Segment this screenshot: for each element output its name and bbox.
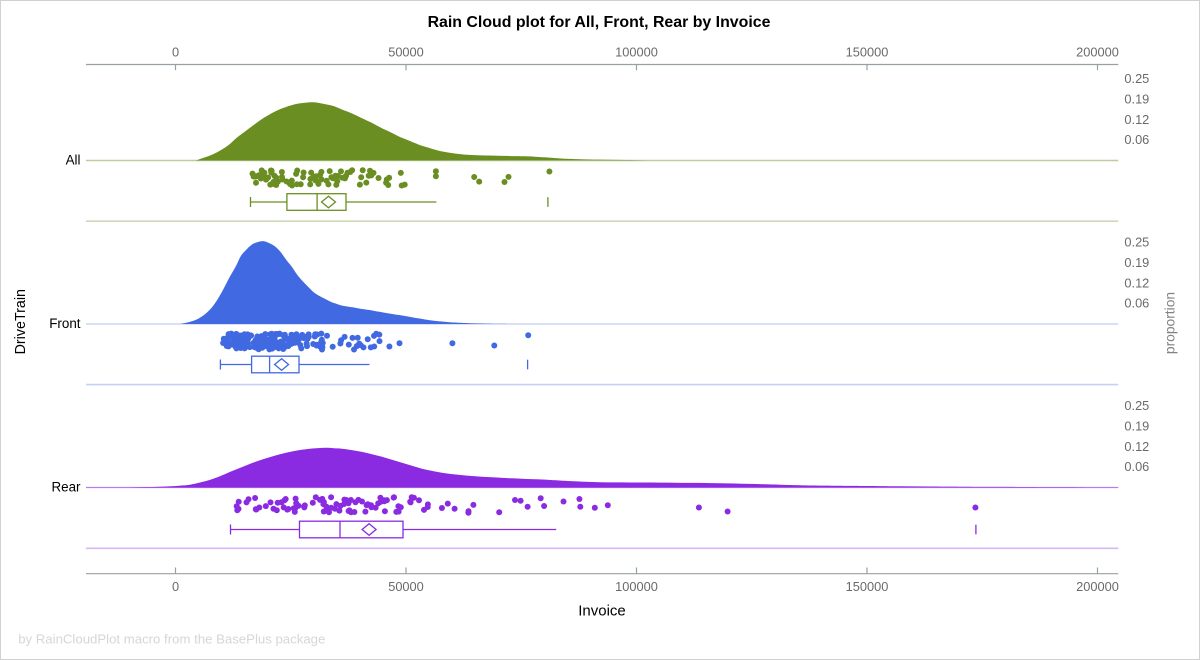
svg-text:All: All [66,153,81,168]
svg-text:Rear: Rear [51,480,81,495]
svg-text:DriveTrain: DriveTrain [13,289,29,354]
svg-text:150000: 150000 [846,44,889,59]
svg-text:proportion: proportion [1163,292,1178,354]
svg-text:0.25: 0.25 [1124,71,1149,86]
svg-text:0.19: 0.19 [1124,255,1149,270]
svg-text:Invoice: Invoice [578,602,626,619]
svg-text:0.12: 0.12 [1124,112,1149,127]
svg-text:0.19: 0.19 [1124,91,1149,106]
svg-text:0.06: 0.06 [1124,296,1149,311]
svg-text:50000: 50000 [388,44,424,59]
svg-text:0.06: 0.06 [1124,459,1149,474]
svg-text:200000: 200000 [1076,44,1119,59]
svg-text:150000: 150000 [846,579,889,594]
svg-text:50000: 50000 [388,579,424,594]
svg-text:100000: 100000 [615,44,658,59]
svg-text:0.19: 0.19 [1124,418,1149,433]
svg-text:0: 0 [172,579,179,594]
svg-text:Front: Front [49,316,81,331]
svg-text:200000: 200000 [1076,579,1119,594]
svg-text:0.12: 0.12 [1124,275,1149,290]
svg-text:0: 0 [172,44,179,59]
svg-text:0.12: 0.12 [1124,439,1149,454]
svg-text:Rain Cloud plot for All, Front: Rain Cloud plot for All, Front, Rear by … [428,14,771,31]
svg-text:0.25: 0.25 [1124,398,1149,413]
svg-text:0.06: 0.06 [1124,132,1149,147]
svg-text:100000: 100000 [615,579,658,594]
svg-text:by RainCloudPlot macro from th: by RainCloudPlot macro from the BasePlus… [18,632,325,647]
svg-text:0.25: 0.25 [1124,234,1149,249]
